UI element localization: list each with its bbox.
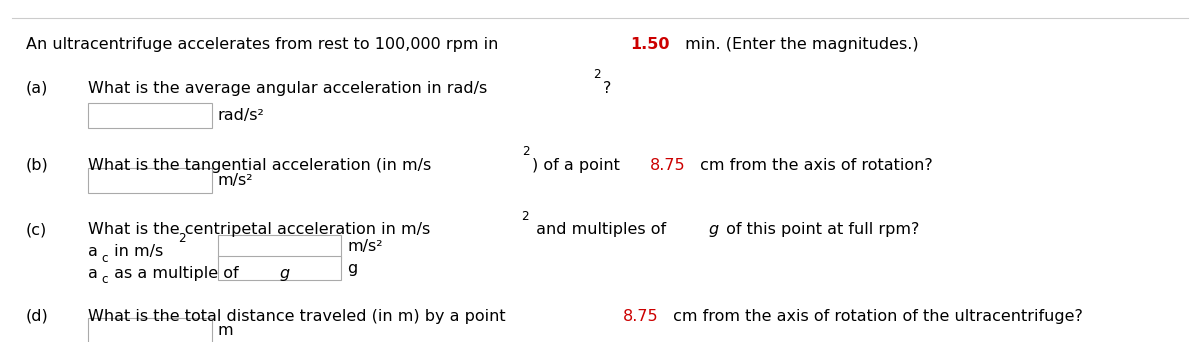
Text: rad/s²: rad/s² — [218, 108, 264, 123]
Text: ) of a point: ) of a point — [532, 158, 625, 172]
Text: c: c — [101, 251, 108, 264]
Text: (b): (b) — [26, 158, 49, 172]
Text: What is the centripetal acceleration in m/s: What is the centripetal acceleration in … — [89, 222, 431, 237]
Text: min. (Enter the magnitudes.): min. (Enter the magnitudes.) — [680, 37, 918, 52]
Text: m/s²: m/s² — [218, 173, 253, 188]
Text: a: a — [89, 244, 98, 259]
Text: (c): (c) — [26, 222, 47, 237]
FancyBboxPatch shape — [89, 168, 212, 193]
Text: ?: ? — [602, 80, 611, 95]
Text: An ultracentrifuge accelerates from rest to 100,000 rpm in: An ultracentrifuge accelerates from rest… — [26, 37, 504, 52]
Text: cm from the axis of rotation?: cm from the axis of rotation? — [695, 158, 932, 172]
FancyBboxPatch shape — [89, 318, 212, 342]
Text: 2: 2 — [521, 210, 529, 223]
Text: g: g — [347, 261, 358, 276]
Text: of this point at full rpm?: of this point at full rpm? — [721, 222, 919, 237]
Text: 2: 2 — [178, 232, 185, 245]
Text: m/s²: m/s² — [347, 239, 383, 254]
FancyBboxPatch shape — [218, 256, 341, 280]
Text: (a): (a) — [26, 80, 48, 95]
Text: a: a — [89, 266, 98, 280]
Text: (d): (d) — [26, 309, 49, 324]
Text: What is the average angular acceleration in rad/s: What is the average angular acceleration… — [89, 80, 487, 95]
Text: as a multiple of: as a multiple of — [109, 266, 244, 280]
Text: g: g — [708, 222, 719, 237]
Text: and multiples of: and multiples of — [530, 222, 671, 237]
FancyBboxPatch shape — [218, 235, 341, 259]
Text: c: c — [101, 273, 108, 286]
Text: 2: 2 — [593, 68, 601, 81]
Text: What is the total distance traveled (in m) by a point: What is the total distance traveled (in … — [89, 309, 511, 324]
Text: g: g — [280, 266, 289, 280]
Text: 1.50: 1.50 — [630, 37, 670, 52]
Text: cm from the axis of rotation of the ultracentrifuge?: cm from the axis of rotation of the ultr… — [668, 309, 1082, 324]
Text: 8.75: 8.75 — [623, 309, 659, 324]
Text: in m/s: in m/s — [109, 244, 163, 259]
Text: m: m — [218, 323, 234, 338]
FancyBboxPatch shape — [89, 104, 212, 128]
Text: What is the tangential acceleration (in m/s: What is the tangential acceleration (in … — [89, 158, 432, 172]
Text: 2: 2 — [522, 145, 530, 158]
Text: 8.75: 8.75 — [649, 158, 685, 172]
